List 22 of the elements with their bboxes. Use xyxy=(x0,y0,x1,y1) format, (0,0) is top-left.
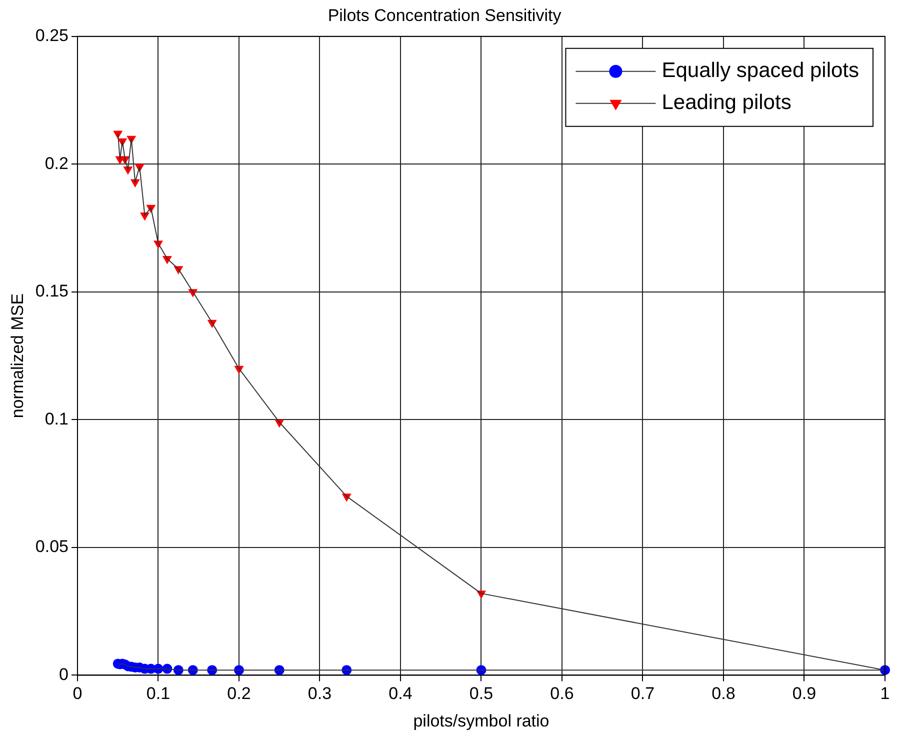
x-tick-label: 0.8 xyxy=(712,684,736,704)
x-tick-label: 0.9 xyxy=(792,684,816,704)
x-tick-label: 0.3 xyxy=(308,684,332,704)
legend-label: Equally spaced pilots xyxy=(662,59,860,82)
x-tick-label: 0.2 xyxy=(227,684,251,704)
x-tick-label: 0.1 xyxy=(146,684,170,704)
y-tick-label: 0.15 xyxy=(35,282,68,301)
y-tick-label: 0.1 xyxy=(44,409,68,428)
chart-title: Pilots Concentration Sensitivity xyxy=(328,6,562,25)
x-tick-label: 0.5 xyxy=(469,684,494,704)
x-tick-label: 0.6 xyxy=(550,684,574,704)
x-axis-title: pilots/symbol ratio xyxy=(413,711,550,730)
legend-label: Leading pilots xyxy=(662,91,792,114)
y-tick-label: 0.25 xyxy=(35,26,68,46)
y-tick-label: 0.2 xyxy=(44,154,68,173)
x-tick-label: 0 xyxy=(72,684,82,704)
y-tick-label: 0.05 xyxy=(35,537,68,556)
y-tick-label: 0 xyxy=(59,664,68,684)
x-tick-label: 0.4 xyxy=(388,684,412,704)
x-tick-label: 1 xyxy=(880,684,890,704)
y-axis-title: normalized MSE xyxy=(8,293,27,418)
x-tick-label: 0.7 xyxy=(630,684,655,704)
